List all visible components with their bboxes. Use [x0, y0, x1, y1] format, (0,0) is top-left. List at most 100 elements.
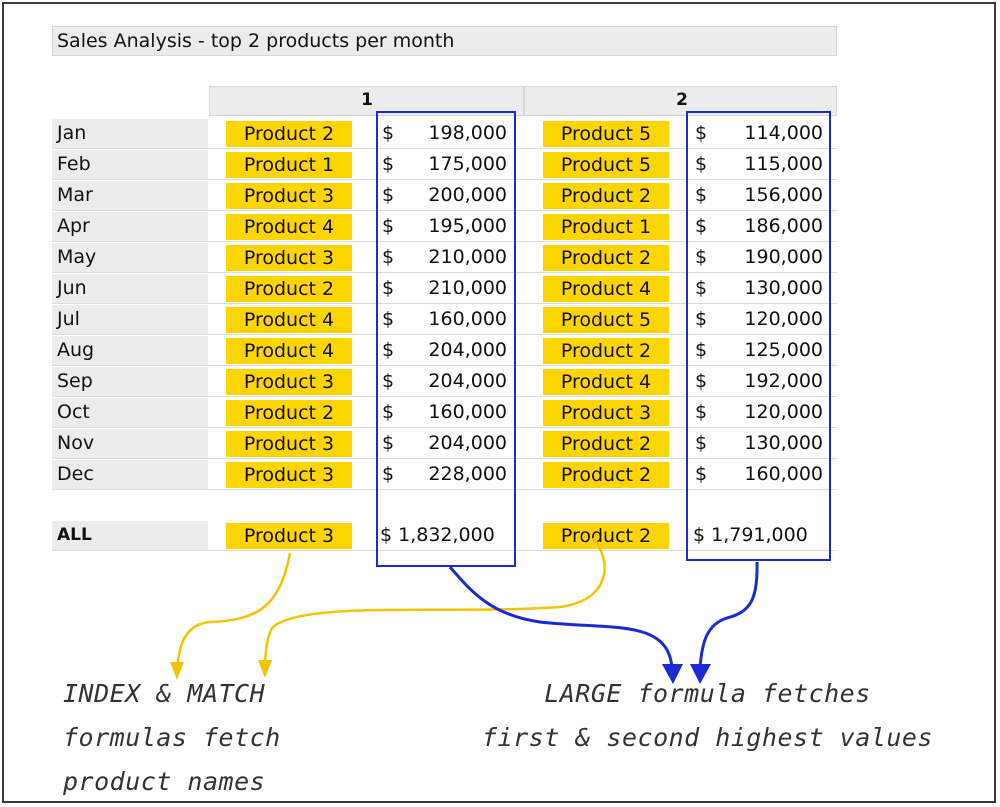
top-value-2: 130,000 — [744, 432, 823, 454]
currency-symbol: $ — [695, 122, 708, 144]
month-cell: Jul — [52, 305, 208, 334]
month-cell: May — [52, 243, 208, 272]
month-cell: Apr — [52, 212, 208, 241]
month-cell: Jun — [52, 274, 208, 303]
currency-symbol: $ — [382, 153, 395, 175]
currency-symbol: $ — [695, 370, 708, 392]
total-top-product-2: Product 2 — [543, 523, 669, 549]
table-row: Jun Product 2 $210,000 Product 4 $130,000 — [52, 274, 837, 304]
table-row: Jan Product 2 $198,000 Product 5 $114,000 — [52, 119, 837, 149]
top-product-2: Product 5 — [543, 121, 669, 147]
top-value-2: 160,000 — [744, 463, 823, 485]
month-cell: Nov — [52, 429, 208, 458]
row-gridline — [52, 550, 837, 551]
row-gridline — [52, 458, 837, 459]
top-product-1: Product 4 — [226, 214, 352, 240]
table-row: Dec Product 3 $228,000 Product 2 $160,000 — [52, 460, 837, 490]
table-row: Mar Product 3 $200,000 Product 2 $156,000 — [52, 181, 837, 211]
table-row: Oct Product 2 $160,000 Product 3 $120,000 — [52, 398, 837, 428]
currency-symbol: $ — [695, 339, 708, 361]
top-value-1: 198,000 — [428, 122, 507, 144]
currency-symbol: $ — [695, 463, 708, 485]
total-value-1: $ 1,832,000 — [380, 524, 495, 546]
total-value-2: $ 1,791,000 — [693, 524, 808, 546]
month-cell: Oct — [52, 398, 208, 427]
top-value-2: 192,000 — [744, 370, 823, 392]
top-value-2: 156,000 — [744, 184, 823, 206]
currency-symbol: $ — [382, 432, 395, 454]
top-product-2: Product 3 — [543, 400, 669, 426]
currency-symbol: $ — [382, 122, 395, 144]
top-product-1: Product 3 — [226, 245, 352, 271]
table-row: Jul Product 4 $160,000 Product 5 $120,000 — [52, 305, 837, 335]
currency-symbol: $ — [382, 184, 395, 206]
top-value-2: 186,000 — [744, 215, 823, 237]
month-cell: Mar — [52, 181, 208, 210]
row-gridline — [52, 148, 837, 149]
note-left-line-3: product names — [63, 767, 266, 796]
top-value-1: 160,000 — [428, 308, 507, 330]
top-product-2: Product 2 — [543, 245, 669, 271]
note-large-formula: LARGE formula fetches first & second hig… — [480, 672, 935, 760]
note-left-line-1: INDEX & MATCH — [63, 679, 266, 708]
top-value-2: 125,000 — [744, 339, 823, 361]
row-gridline — [52, 210, 837, 211]
top-product-1: Product 3 — [226, 431, 352, 457]
top-product-2: Product 2 — [543, 462, 669, 488]
month-cell: Dec — [52, 460, 208, 489]
row-gridline — [52, 489, 837, 490]
note-right-line-2: first & second highest values — [482, 723, 933, 752]
top-product-1: Product 2 — [226, 121, 352, 147]
top-value-1: 204,000 — [428, 432, 507, 454]
top-value-1: 175,000 — [428, 153, 507, 175]
largest-value-box-2 — [686, 111, 831, 561]
currency-symbol: $ — [695, 308, 708, 330]
table-row: Nov Product 3 $204,000 Product 2 $130,000 — [52, 429, 837, 459]
yellow-arrow-left — [175, 552, 292, 676]
currency-symbol: $ — [382, 370, 395, 392]
month-cell: Jan — [52, 119, 208, 148]
top-product-1: Product 3 — [226, 462, 352, 488]
currency-symbol: $ — [695, 401, 708, 423]
top-value-1: 210,000 — [428, 246, 507, 268]
currency-symbol: $ — [695, 153, 708, 175]
table-row: Aug Product 4 $204,000 Product 2 $125,000 — [52, 336, 837, 366]
top-product-1: Product 2 — [226, 400, 352, 426]
top-value-1: 195,000 — [428, 215, 507, 237]
currency-symbol: $ — [382, 277, 395, 299]
top-value-1: 160,000 — [428, 401, 507, 423]
table-row: May Product 3 $210,000 Product 2 $190,000 — [52, 243, 837, 273]
top-product-2: Product 5 — [543, 152, 669, 178]
top-value-2: 114,000 — [744, 122, 823, 144]
currency-symbol: $ — [382, 246, 395, 268]
row-gridline — [52, 365, 837, 366]
top-product-2: Product 2 — [543, 338, 669, 364]
total-row: ALL Product 3 $ 1,832,000 Product 2 $ 1,… — [52, 521, 837, 551]
top-value-2: 190,000 — [744, 246, 823, 268]
row-gridline — [52, 241, 837, 242]
currency-symbol: $ — [382, 339, 395, 361]
top-product-1: Product 4 — [226, 307, 352, 333]
currency-symbol: $ — [695, 277, 708, 299]
note-index-match: INDEX & MATCH formulas fetch product nam… — [63, 672, 281, 804]
yellow-arrow-right — [263, 537, 606, 673]
top-value-2: 120,000 — [744, 308, 823, 330]
currency-symbol: $ — [382, 401, 395, 423]
top-product-1: Product 1 — [226, 152, 352, 178]
top-product-1: Product 2 — [226, 276, 352, 302]
blue-arrow-left — [448, 566, 674, 669]
currency-symbol: $ — [382, 308, 395, 330]
top-value-1: 204,000 — [428, 339, 507, 361]
top-product-2: Product 1 — [543, 214, 669, 240]
top-product-2: Product 5 — [543, 307, 669, 333]
currency-symbol: $ — [382, 463, 395, 485]
top-product-2: Product 2 — [543, 431, 669, 457]
blue-arrow-right — [698, 561, 759, 669]
note-left-line-2: formulas fetch — [63, 723, 281, 752]
largest-value-box-1 — [376, 111, 516, 567]
top-product-1: Product 4 — [226, 338, 352, 364]
top-product-1: Product 3 — [226, 183, 352, 209]
top-product-1: Product 3 — [226, 369, 352, 395]
row-gridline — [52, 334, 837, 335]
top-value-2: 115,000 — [744, 153, 823, 175]
